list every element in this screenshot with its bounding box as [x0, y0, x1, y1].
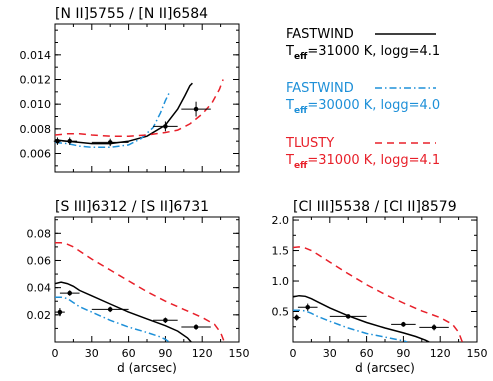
- y-tick-label: 2.0: [272, 214, 290, 227]
- y-tick-label: 0.02: [27, 309, 52, 322]
- y-tick-label: 0.06: [27, 254, 52, 267]
- y-tick-label: 0.014: [20, 49, 52, 62]
- series-line-dashed: [55, 79, 224, 137]
- x-tick-label: 60: [122, 347, 136, 360]
- series-line-dashed: [293, 246, 464, 342]
- x-tick-label: 60: [360, 347, 374, 360]
- data-point: [431, 325, 437, 330]
- y-tick-label: 0.010: [20, 98, 52, 111]
- x-tick-label: 0: [290, 347, 297, 360]
- data-point: [57, 309, 63, 315]
- data-point: [193, 324, 199, 330]
- y-tick-label: 0.04: [27, 282, 52, 295]
- data-point: [305, 304, 311, 310]
- data-point: [55, 138, 60, 144]
- data-point: [401, 322, 406, 327]
- legend-model-name: FASTWIND: [286, 81, 354, 96]
- plot-frame: [292, 216, 478, 343]
- x-tick-label: 90: [396, 347, 410, 360]
- x-tick-label: 30: [85, 347, 99, 360]
- panel-title: [Cl III]5538 / [Cl II]8579: [293, 199, 457, 215]
- data-point: [67, 138, 73, 144]
- y-tick-label: 0.006: [20, 148, 52, 161]
- legend-model-params: Teff=31000 K, logg=4.1: [285, 44, 440, 62]
- panel-title: [S III]6312 / [S II]6731: [55, 199, 209, 215]
- x-tick-label: 90: [158, 347, 172, 360]
- legend-model-name: FASTWIND: [286, 27, 354, 42]
- series-group: [55, 79, 224, 149]
- x-tick-label: 0: [52, 347, 59, 360]
- plot-frame: [54, 216, 240, 343]
- series-line-solid: [293, 294, 430, 342]
- x-tick-label: 120: [192, 347, 213, 360]
- series-line-solid: [55, 281, 192, 342]
- x-tick-label: 30: [323, 347, 337, 360]
- series-line-dashed: [55, 242, 225, 342]
- panel-siii-ratio: [S III]6312 / [S II]6731 0 30 60 90 120 150 0.0…: [27, 199, 250, 375]
- data-point: [294, 315, 299, 320]
- data-point: [107, 307, 113, 312]
- panel-title: [N II]5755 / [N II]6584: [55, 6, 208, 22]
- series-line-dash-dot: [55, 296, 170, 342]
- panel-clii-ratio: [Cl III]5538 / [Cl II]8579 0 30 60 90 120 150 0…: [272, 199, 488, 375]
- x-axis-label: d (arcsec): [117, 361, 177, 375]
- plot-frame: [54, 23, 240, 173]
- series-line-dash-dot: [55, 92, 170, 149]
- data-point: [193, 106, 199, 112]
- series-line-solid: [55, 82, 193, 145]
- x-tick-label: 150: [467, 347, 488, 360]
- legend-model-name: TLUSTY: [285, 136, 334, 151]
- y-tick-label: 0.008: [20, 123, 52, 136]
- series-line-dash-dot: [293, 309, 408, 342]
- y-tick-label: 0.08: [27, 227, 52, 240]
- x-tick-label: 150: [229, 347, 250, 360]
- y-tick-label: 0.012: [20, 74, 52, 87]
- y-tick-label: 1.0: [272, 275, 290, 288]
- y-tick-label: 0.5: [272, 306, 290, 319]
- x-axis-label: d (arcsec): [355, 361, 415, 375]
- data-point: [345, 314, 351, 319]
- series-group: [55, 242, 225, 342]
- legend: FASTWIND Teff=31000 K, logg=4.1 FASTWIND Te…: [285, 27, 440, 171]
- panel-nii-ratio: [N II]5755 / [N II]6584 0.006 0.008 0.010 0.…: [20, 6, 240, 173]
- legend-model-params: Teff=30000 K, logg=4.0: [285, 98, 440, 116]
- data-point: [67, 290, 73, 296]
- data-point: [163, 124, 168, 129]
- x-tick-label: 120: [430, 347, 451, 360]
- data-point: [107, 140, 113, 145]
- data-point: [163, 317, 168, 323]
- legend-model-params: Teff=31000 K, logg=4.1: [285, 153, 440, 171]
- y-tick-label: 1.5: [272, 245, 290, 258]
